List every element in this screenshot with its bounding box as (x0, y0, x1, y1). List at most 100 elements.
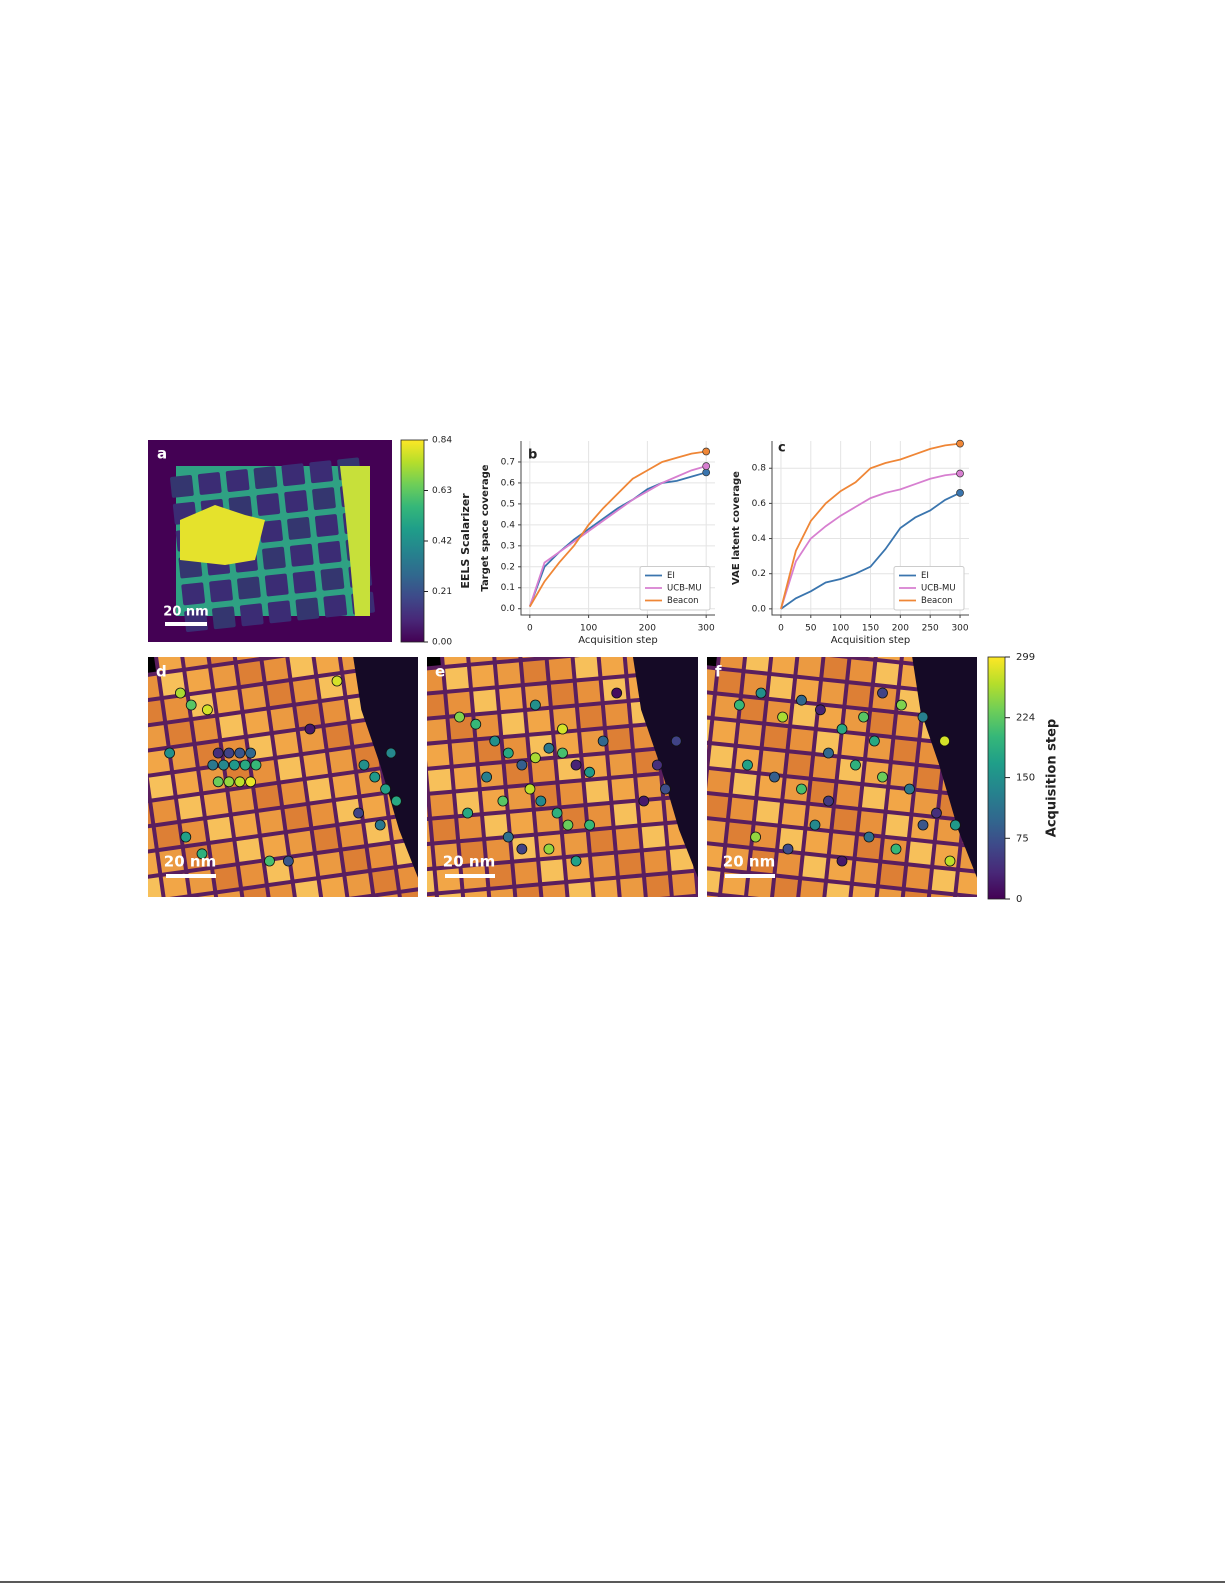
acquisition-point (282, 855, 294, 867)
tile (725, 596, 749, 619)
colorbar (400, 439, 425, 643)
series-line (528, 465, 707, 607)
tile (415, 920, 439, 943)
acquisition-point (858, 711, 869, 723)
tile (496, 662, 521, 686)
tile (83, 683, 108, 707)
eels-tile (264, 573, 289, 597)
x-tick-label: 200 (639, 624, 656, 634)
tile (643, 850, 668, 874)
tile (820, 681, 845, 705)
tile (707, 667, 716, 692)
acquisition-point (369, 771, 381, 783)
acquisition-point (755, 687, 767, 699)
tile (291, 855, 317, 880)
scale-bar (165, 622, 207, 626)
acquisition-point (516, 843, 528, 855)
acquisition-point (950, 819, 961, 831)
tile (859, 811, 884, 835)
tile (467, 615, 491, 638)
tile (763, 725, 788, 749)
acquisition-point (185, 699, 197, 711)
eels-tile (284, 490, 308, 513)
acquisition-point (223, 776, 235, 788)
tile (676, 622, 700, 645)
tile (217, 891, 243, 897)
tile (375, 894, 401, 897)
tile (255, 784, 280, 809)
tile (335, 798, 361, 823)
tile (148, 657, 157, 675)
end-marker (956, 488, 964, 497)
eels-bright-edge (340, 466, 370, 616)
tile (203, 792, 229, 817)
acquisition-point (524, 783, 536, 795)
scale-bar (445, 874, 495, 878)
acquisition-point (543, 742, 555, 754)
acquisition-point (250, 759, 262, 771)
legend-label: Beacon (921, 596, 953, 606)
tile (1010, 626, 1034, 649)
tile (707, 657, 719, 667)
tile (869, 711, 894, 735)
acquisition-point (877, 687, 888, 699)
tile (893, 739, 918, 763)
acquisition-point (815, 704, 826, 716)
tile (735, 747, 760, 772)
tile (574, 657, 599, 679)
acquisition-point (896, 699, 907, 711)
tile (849, 659, 874, 683)
acquisition-point (823, 747, 834, 759)
legend-label: UCB-MU (921, 584, 956, 594)
tile (324, 901, 349, 925)
acquisition-point (742, 759, 753, 771)
tile (441, 918, 465, 941)
acquisition-point (462, 807, 474, 819)
tile (797, 905, 821, 928)
eels-tile (184, 609, 208, 633)
y-tick-label: 0.6 (752, 499, 767, 509)
acquisition-point (374, 819, 386, 831)
tile (841, 733, 866, 758)
tile (761, 750, 786, 774)
tile (540, 859, 565, 883)
tile (148, 852, 159, 877)
acquisition-point (651, 759, 663, 771)
acquisition-point (516, 759, 528, 771)
tile (368, 844, 394, 869)
tile (221, 916, 246, 940)
acquisition-point (481, 771, 493, 783)
tile (879, 863, 905, 887)
acquisition-point (638, 795, 650, 807)
eels-bright-region (180, 505, 265, 565)
tile (581, 730, 605, 754)
tile (707, 844, 724, 868)
panel-label: e (435, 663, 445, 681)
tile (241, 685, 267, 710)
tile (861, 786, 887, 810)
acquisition-point (584, 819, 595, 831)
tile (707, 770, 731, 794)
x-tick-label: 100 (580, 624, 597, 634)
tile (214, 866, 239, 891)
tile (436, 868, 461, 892)
haadf-image (707, 596, 1034, 928)
tile (120, 753, 145, 777)
y-axis-label: VAE latent coverage (731, 471, 742, 585)
tile (490, 888, 515, 897)
acquisition-point (502, 831, 514, 843)
tile (722, 872, 747, 896)
tile (269, 883, 294, 897)
tile (140, 902, 165, 926)
acquisition-point (228, 759, 240, 771)
tile (322, 699, 347, 724)
tile (851, 885, 876, 897)
tile (123, 778, 148, 802)
tile (277, 756, 303, 781)
tile (753, 825, 778, 849)
tile (913, 791, 938, 815)
tile (219, 714, 244, 739)
acquisition-point (530, 752, 541, 764)
tile (287, 830, 313, 855)
